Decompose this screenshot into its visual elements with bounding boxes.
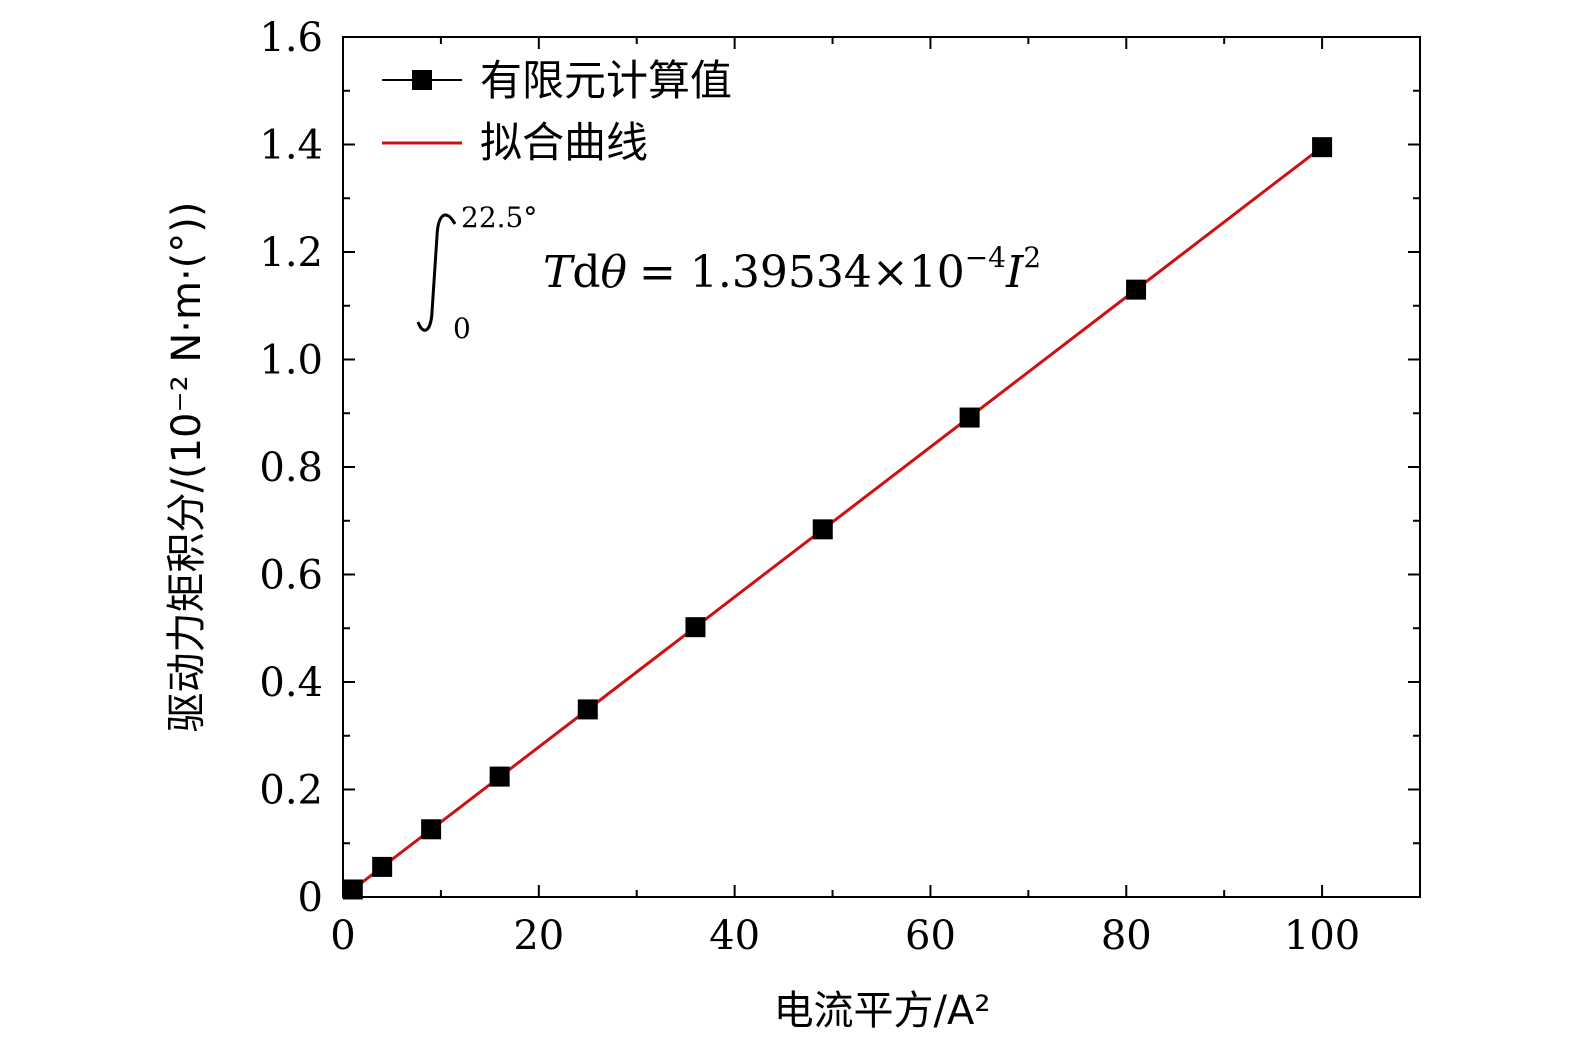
data-point-1 [372,856,393,877]
x-tick-label-3: 60 [905,913,956,959]
y-axis-ticks: 0 0.2 0.4 0.6 0.8 1.0 1.2 1.4 1.6 [259,15,1420,921]
plot-frame [342,36,1421,898]
integral-sign [416,213,457,332]
eq-coef: = 1.39534×10 [639,247,965,298]
data-point-6 [812,519,833,540]
legend-points-marker [412,70,432,90]
y-tick-label-4: 0.8 [259,445,323,491]
data-point-5 [685,617,706,638]
eq-theta: θ [601,247,628,298]
y-axis-title: 驱动力矩积分/(10⁻² N·m·(°)) [164,202,210,733]
eq-I: I [1005,247,1025,298]
eq-T: T [543,247,576,298]
x-tick-label-4: 80 [1101,913,1152,959]
x-tick-label-0: 0 [330,913,355,959]
legend: 有限元计算值 拟合曲线 [382,56,732,167]
x-tick-label-5: 100 [1284,913,1360,959]
data-point-0 [342,879,363,900]
integral-upper-limit: 22.5° [461,201,537,234]
data-point-4 [577,699,598,720]
y-tick-label-5: 1.0 [259,338,323,384]
y-tick-label-7: 1.4 [259,123,323,169]
x-tick-label-2: 40 [709,913,760,959]
y-tick-label-2: 0.4 [259,660,323,706]
data-markers [342,137,1333,900]
y-tick-label-0: 0 [298,875,323,921]
data-point-8 [1126,279,1147,300]
x-axis-label: 电流平方/A² [774,988,991,1034]
x-minor-ticks [439,37,1226,897]
eq-d: d [572,247,600,298]
data-point-7 [959,407,980,428]
eq-exp: −4 [965,241,1006,274]
data-point-9 [1312,137,1333,158]
equation-text: Tdθ = 1.39534×10−4I2 [543,241,1041,298]
eq-I-exp: 2 [1023,241,1041,274]
y-tick-label-3: 0.6 [259,553,323,599]
equation-annotation: 22.5° 0 Tdθ = 1.39534×10−4I2 [416,201,1041,345]
x-axis-ticks: 0 20 40 60 80 100 [330,37,1360,959]
legend-points-label: 有限元计算值 [480,56,732,105]
data-point-3 [489,766,510,787]
integral-lower-limit: 0 [453,312,471,345]
data-point-2 [421,819,442,840]
y-tick-label-6: 1.2 [259,230,323,276]
y-tick-label-1: 0.2 [259,768,323,814]
y-tick-label-8: 1.6 [259,15,323,61]
y-axis-label: 驱动力矩积分/(10⁻² N·m·(°)) [164,202,210,733]
x-tick-label-1: 20 [513,913,564,959]
legend-fit-label: 拟合曲线 [480,118,648,167]
x-axis-title: 电流平方/A² [774,988,991,1034]
y-minor-ticks [343,89,1420,845]
